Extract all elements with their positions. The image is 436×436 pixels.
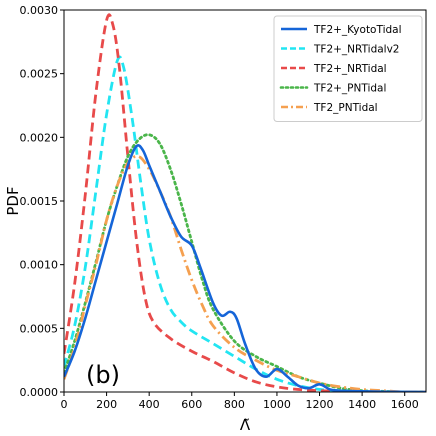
legend-label-tf2-pntidal: TF2_PNTidal — [313, 102, 378, 114]
axes-layer: 0 200 400 600 800 1000 1200 1400 1600 0.0000 0.000… — [20, 4, 427, 411]
legend-box — [273, 15, 423, 122]
legend: TF2+_KyotoTidal TF2+_NRTidalv2 TF2+_NRTida… — [273, 15, 423, 122]
series-line-tf2-kyototidal — [64, 144, 426, 392]
y-tick-label: 0.0030 — [20, 4, 59, 17]
legend-label-tf2-nrtidal: TF2+_NRTidal — [313, 63, 387, 75]
x-tick-label: 600 — [181, 398, 202, 411]
x-tick-label: 400 — [139, 398, 160, 411]
x-tick-label: 1600 — [391, 398, 419, 411]
panel-label: (b) — [86, 361, 120, 389]
series-line-tf2-pntidal — [64, 154, 426, 392]
y-axis-label: PDF — [4, 186, 22, 215]
x-tick-label: 1400 — [348, 398, 376, 411]
x-axis-label: Λ̃ — [240, 416, 251, 434]
x-tick-label: 200 — [96, 398, 117, 411]
legend-label-tf2-nrtidalv2: TF2+_NRTidalv2 — [313, 44, 400, 56]
y-tick-label: 0.0000 — [20, 386, 59, 399]
y-tick-label: 0.0010 — [20, 259, 59, 272]
y-tick-label: 0.0015 — [20, 195, 59, 208]
y-tick-label: 0.0025 — [20, 68, 59, 81]
y-tick-label: 0.0005 — [20, 322, 59, 335]
y-tick-label: 0.0020 — [20, 131, 59, 144]
x-tick-label: 1200 — [306, 398, 334, 411]
series-line-tf2-nrtidalv2 — [64, 55, 426, 392]
x-tick-label: 800 — [224, 398, 245, 411]
legend-label-tf2-pntidal: TF2+_PNTidal — [313, 83, 386, 95]
x-tick-label: 0 — [61, 398, 68, 411]
legend-label-tf2-kyototidal: TF2+_KyotoTidal — [313, 24, 402, 36]
series-layer — [64, 13, 426, 392]
x-tick-label: 1000 — [263, 398, 291, 411]
